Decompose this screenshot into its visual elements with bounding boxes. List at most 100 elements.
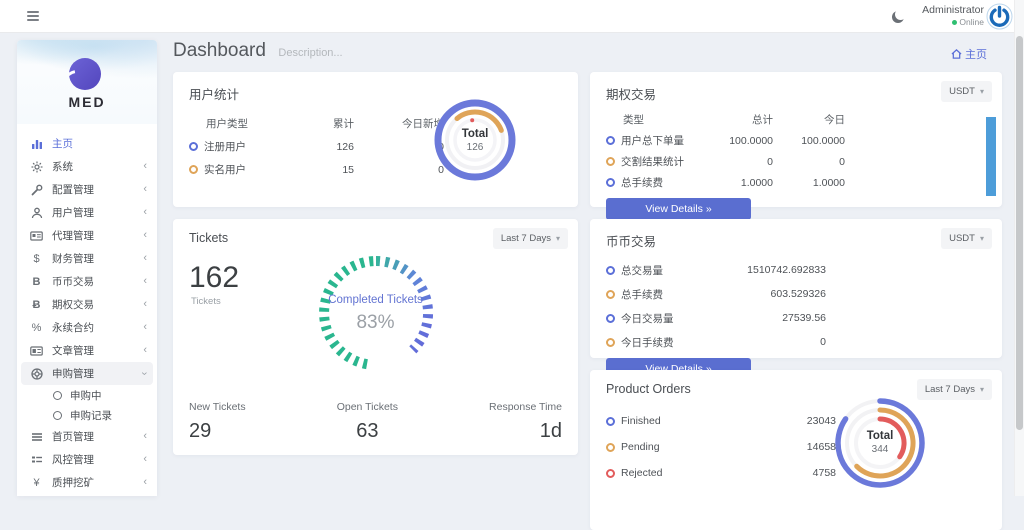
card-tickets: Tickets Last 7 Days ▾ 162 Tickets Complet… xyxy=(173,219,578,455)
table-row: 总手续费 1.0000 1.0000 xyxy=(606,172,986,193)
med-logo-icon xyxy=(69,58,101,90)
page-title: Dashboard xyxy=(173,40,266,61)
user-info[interactable]: Administrator Online xyxy=(908,4,984,27)
dark-mode-moon-icon[interactable] xyxy=(890,8,907,25)
hamburger-menu-icon[interactable] xyxy=(27,11,39,22)
sidebar-item-config[interactable]: 配置管理 ‹ xyxy=(17,178,157,201)
currency-select[interactable]: USDT ▾ xyxy=(941,228,992,249)
card-title: 期权交易 xyxy=(606,88,657,102)
sidebar-item-risk-control[interactable]: 风控管理 ‹ xyxy=(17,448,157,471)
circle-o-icon xyxy=(53,390,62,400)
sidebar-item-homepage-mgmt[interactable]: 首页管理 ‹ xyxy=(17,425,157,448)
scrollbar-thumb[interactable] xyxy=(1015,36,1023,430)
chevron-left-icon: ‹ xyxy=(143,183,147,195)
view-details-button[interactable]: View Details » xyxy=(606,198,751,220)
chevron-left-icon: ‹ xyxy=(143,160,147,172)
tickets-total: 162 xyxy=(189,261,240,294)
sidebar-menu: 主页 系统 ‹ 配置管理 ‹ 用户管理 ‹ xyxy=(17,124,157,494)
table-row: 实名用户 15 0 xyxy=(189,158,562,181)
series-marker-icon xyxy=(606,468,615,478)
bitcoin-icon: Ƀ xyxy=(32,298,41,311)
chevron-left-icon: ‹ xyxy=(143,321,147,333)
topbar: Administrator Online xyxy=(0,0,1024,33)
sidebar-item-options-trading[interactable]: Ƀ 期权交易 ‹ xyxy=(17,293,157,316)
circle-o-icon xyxy=(53,410,62,420)
kv-row: 今日手续费 0 xyxy=(606,330,826,354)
sidebar-item-finance[interactable]: $ 财务管理 ‹ xyxy=(17,247,157,270)
kv-row: Pending 14658 xyxy=(606,434,836,460)
bar-chart-icon xyxy=(30,137,43,150)
yen-icon: ¥ xyxy=(33,476,40,489)
range-select[interactable]: Last 7 Days ▾ xyxy=(916,379,992,400)
breadcrumb[interactable]: 主页 xyxy=(951,46,987,62)
series-marker-icon xyxy=(606,265,615,275)
table-row: 交割结果统计 0 0 xyxy=(606,151,986,172)
kv-row: 总交易量 1510742.692833 xyxy=(606,258,826,282)
series-marker-icon xyxy=(189,165,198,174)
sidebar-item-subscription[interactable]: 申购管理 ‹ xyxy=(21,362,153,385)
series-marker-icon xyxy=(606,136,615,145)
user-stats-table: 用户类型 累计 今日新增 注册用户 126 0 实名用户 15 0 xyxy=(189,112,562,181)
tickets-stats: New Tickets 29 Open Tickets 63 Response … xyxy=(189,401,562,443)
home-icon xyxy=(951,49,962,59)
chevron-down-icon: ▾ xyxy=(979,234,984,243)
card-title: Tickets xyxy=(189,231,229,245)
wrench-icon xyxy=(30,183,43,196)
sidebar-subitem-subscribing[interactable]: 申购中 xyxy=(17,385,157,405)
series-marker-icon xyxy=(606,337,615,347)
chevron-left-icon: ‹ xyxy=(143,252,147,264)
card-user-stats: 用户统计 用户类型 累计 今日新增 注册用户 126 0 实名用户 15 0 T… xyxy=(173,72,578,207)
stat-new-tickets: New Tickets 29 xyxy=(189,401,246,442)
sidebar-item-spot-trading[interactable]: B 币币交易 ‹ xyxy=(17,270,157,293)
user-name: Administrator xyxy=(922,4,984,16)
user-status: Online xyxy=(908,17,984,27)
user-icon xyxy=(30,206,43,219)
chevron-left-icon: ‹ xyxy=(143,453,147,465)
product-orders-donut-chart: Total 344 xyxy=(830,393,930,493)
brand-power-logo-icon[interactable] xyxy=(986,3,1013,30)
series-marker-icon xyxy=(606,289,615,299)
range-select[interactable]: Last 7 Days ▾ xyxy=(492,228,568,249)
page-scrollbar[interactable] xyxy=(1014,0,1024,496)
card-options-trading: 期权交易 USDT ▾ 类型 总计 今日 用户总下单量 100.0000 100.… xyxy=(590,72,1002,220)
menu-bars-icon xyxy=(30,430,43,443)
sidebar-item-staking[interactable]: ¥ 质押挖矿 ‹ xyxy=(17,471,157,494)
options-table: 类型 总计 今日 用户总下单量 100.0000 100.0000 交割结果统计… xyxy=(606,109,986,193)
coin-b-icon: B xyxy=(32,275,41,288)
sidebar-item-perpetual[interactable]: % 永续合约 ‹ xyxy=(31,321,147,335)
kv-row: Rejected 4758 xyxy=(606,460,836,486)
series-marker-icon xyxy=(606,313,615,323)
series-marker-icon xyxy=(606,442,615,452)
chevron-left-icon: ‹ xyxy=(143,344,147,356)
page-subtitle: Description... xyxy=(278,47,343,59)
newspaper-icon xyxy=(30,344,43,357)
card-coin-trading: 币币交易 USDT ▾ 总交易量 1510742.692833 总手续费 603.… xyxy=(590,219,1002,380)
chevron-down-icon: ▾ xyxy=(555,234,560,243)
percent-icon: % xyxy=(31,321,42,334)
sidebar-subitem-subscription-records[interactable]: 申购记录 xyxy=(17,405,157,425)
life-ring-icon xyxy=(30,367,43,380)
user-stats-donut-chart: Total 126 xyxy=(430,95,520,185)
currency-select[interactable]: USDT ▾ xyxy=(941,81,992,102)
kv-row: Finished 23043 xyxy=(606,408,836,434)
sidebar-item-users[interactable]: 用户管理 ‹ xyxy=(17,201,157,224)
sidebar: MED 主页 系统 ‹ 配置管理 ‹ 用户管理 xyxy=(17,40,157,496)
id-card-icon xyxy=(30,229,43,242)
card-title: 用户统计 xyxy=(189,88,240,102)
completed-tickets-gauge: Completed Tickets 83% xyxy=(309,246,443,380)
online-dot-icon xyxy=(952,20,958,26)
sidebar-item-articles[interactable]: 文章管理 ‹ xyxy=(17,339,157,362)
series-marker-icon xyxy=(606,178,615,187)
chevron-left-icon: ‹ xyxy=(143,275,147,287)
sidebar-item-system[interactable]: 系统 ‹ xyxy=(17,155,157,178)
gauge-value: 83% xyxy=(356,312,395,333)
options-bar-chart xyxy=(986,117,996,196)
kv-row: 今日交易量 27539.56 xyxy=(606,306,826,330)
chevron-down-icon: ▾ xyxy=(979,385,984,394)
sidebar-item-home[interactable]: 主页 xyxy=(17,132,157,155)
sidebar-item-agents[interactable]: 代理管理 ‹ xyxy=(17,224,157,247)
sidebar-header: MED xyxy=(17,40,157,124)
chevron-left-icon: ‹ xyxy=(143,298,147,310)
card-title: 币币交易 xyxy=(606,235,657,249)
list-alt-icon xyxy=(30,453,43,466)
